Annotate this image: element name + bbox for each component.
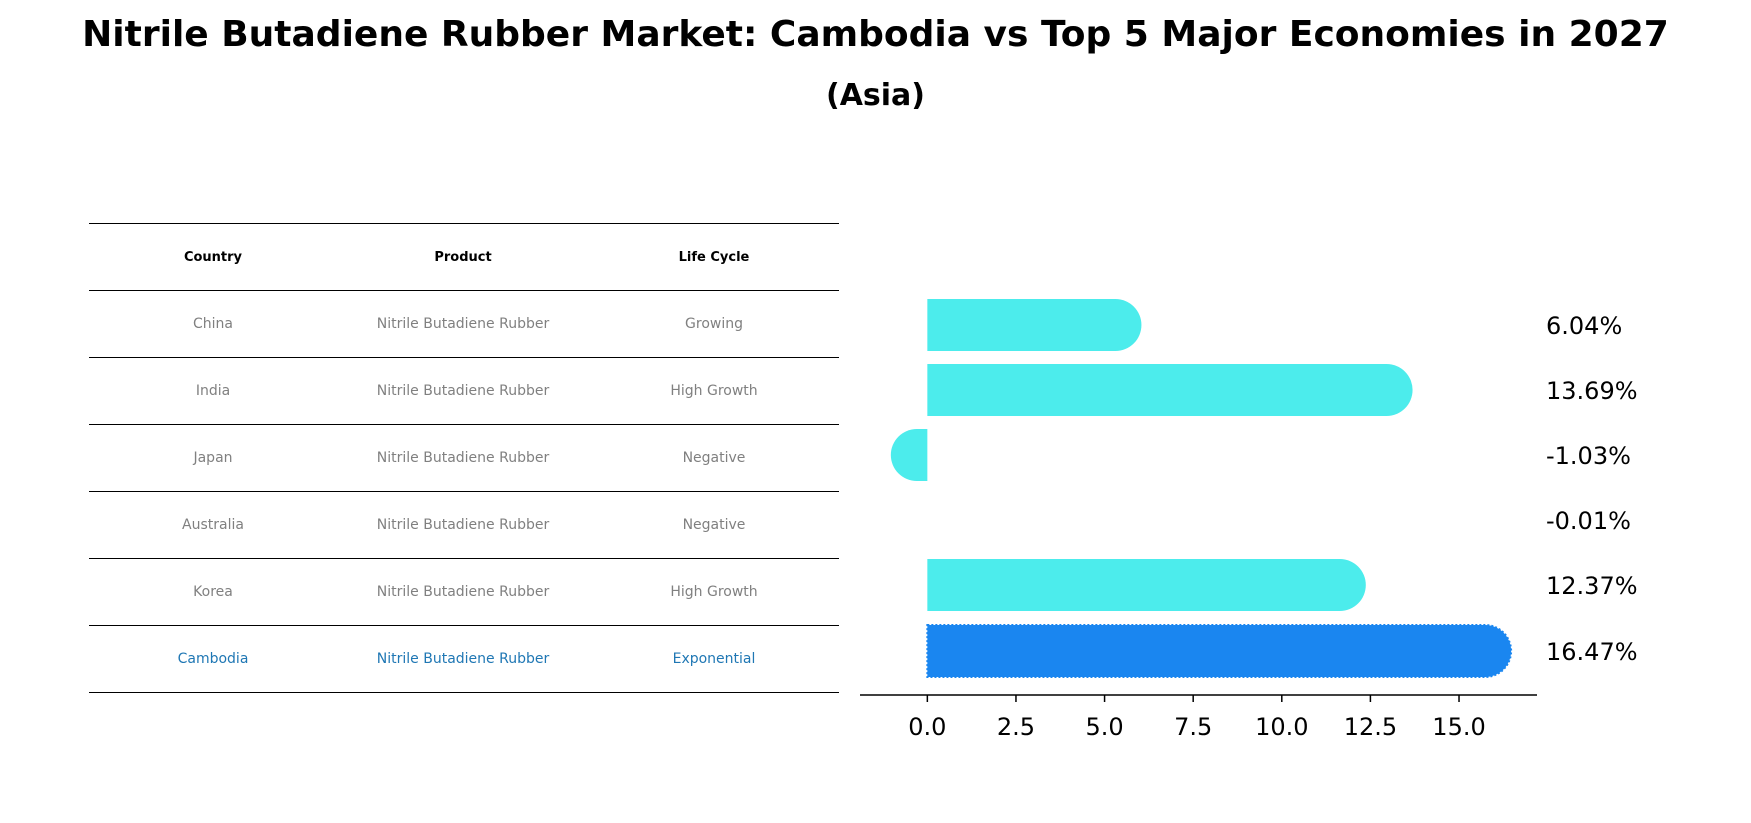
cell-life-cycle: Exponential	[672, 651, 756, 667]
cell-product: Nitrile Butadiene Rubber	[376, 316, 550, 332]
table-header-row: Country Product Life Cycle	[89, 223, 839, 290]
cell-life-cycle: High Growth	[670, 584, 758, 600]
x-tick-label: 5.0	[1085, 713, 1123, 741]
cell-product: Nitrile Butadiene Rubber	[376, 584, 550, 600]
cell-product: Nitrile Butadiene Rubber	[376, 383, 550, 399]
cell-life-cycle: High Growth	[670, 383, 758, 399]
cell-life-cycle: Negative	[682, 517, 746, 533]
cell-product: Nitrile Butadiene Rubber	[376, 450, 550, 466]
bar-india	[927, 364, 1413, 416]
table-row: Korea Nitrile Butadiene Rubber High Grow…	[89, 558, 839, 625]
chart-subtitle: (Asia)	[825, 78, 926, 113]
cell-country: India	[195, 383, 231, 399]
x-tick-label: 2.5	[997, 713, 1035, 741]
cell-life-cycle: Growing	[685, 316, 743, 332]
bar-cambodia	[926, 624, 1513, 678]
table-row-highlighted: Cambodia Nitrile Butadiene Rubber Expone…	[89, 625, 839, 693]
bar-china	[927, 299, 1142, 351]
value-label-korea: 12.37%	[1546, 572, 1638, 600]
cell-country: Japan	[193, 450, 233, 466]
x-tick-label: 10.0	[1255, 713, 1308, 741]
header-life-cycle: Life Cycle	[678, 249, 750, 265]
cell-country: Australia	[182, 517, 244, 533]
cell-product: Nitrile Butadiene Rubber	[376, 651, 550, 667]
value-label-india: 13.69%	[1546, 377, 1638, 405]
cell-product: Nitrile Butadiene Rubber	[376, 517, 550, 533]
x-tick-label: 12.5	[1344, 713, 1397, 741]
value-label-japan: -1.03%	[1546, 442, 1631, 470]
table-row: Japan Nitrile Butadiene Rubber Negative	[89, 424, 839, 491]
cell-country: Cambodia	[177, 651, 249, 667]
value-label-cambodia: 16.47%	[1546, 638, 1638, 666]
cell-country: China	[193, 316, 233, 332]
x-tick-label: 0.0	[908, 713, 946, 741]
x-tick-label: 7.5	[1174, 713, 1212, 741]
value-label-australia: -0.01%	[1546, 507, 1631, 535]
header-product: Product	[434, 249, 492, 265]
value-label-china: 6.04%	[1546, 312, 1622, 340]
cell-life-cycle: Negative	[682, 450, 746, 466]
table-row: China Nitrile Butadiene Rubber Growing	[89, 290, 839, 357]
x-tick-label: 15.0	[1432, 713, 1485, 741]
market-table: Country Product Life Cycle China Nitrile…	[89, 223, 839, 693]
bar-japan	[890, 429, 928, 481]
cell-country: Korea	[193, 584, 233, 600]
chart-title: Nitrile Butadiene Rubber Market: Cambodi…	[82, 14, 1669, 55]
table-row: Australia Nitrile Butadiene Rubber Negat…	[89, 491, 839, 558]
bar-korea	[927, 559, 1366, 611]
header-country: Country	[183, 249, 243, 265]
table-row: India Nitrile Butadiene Rubber High Grow…	[89, 357, 839, 424]
